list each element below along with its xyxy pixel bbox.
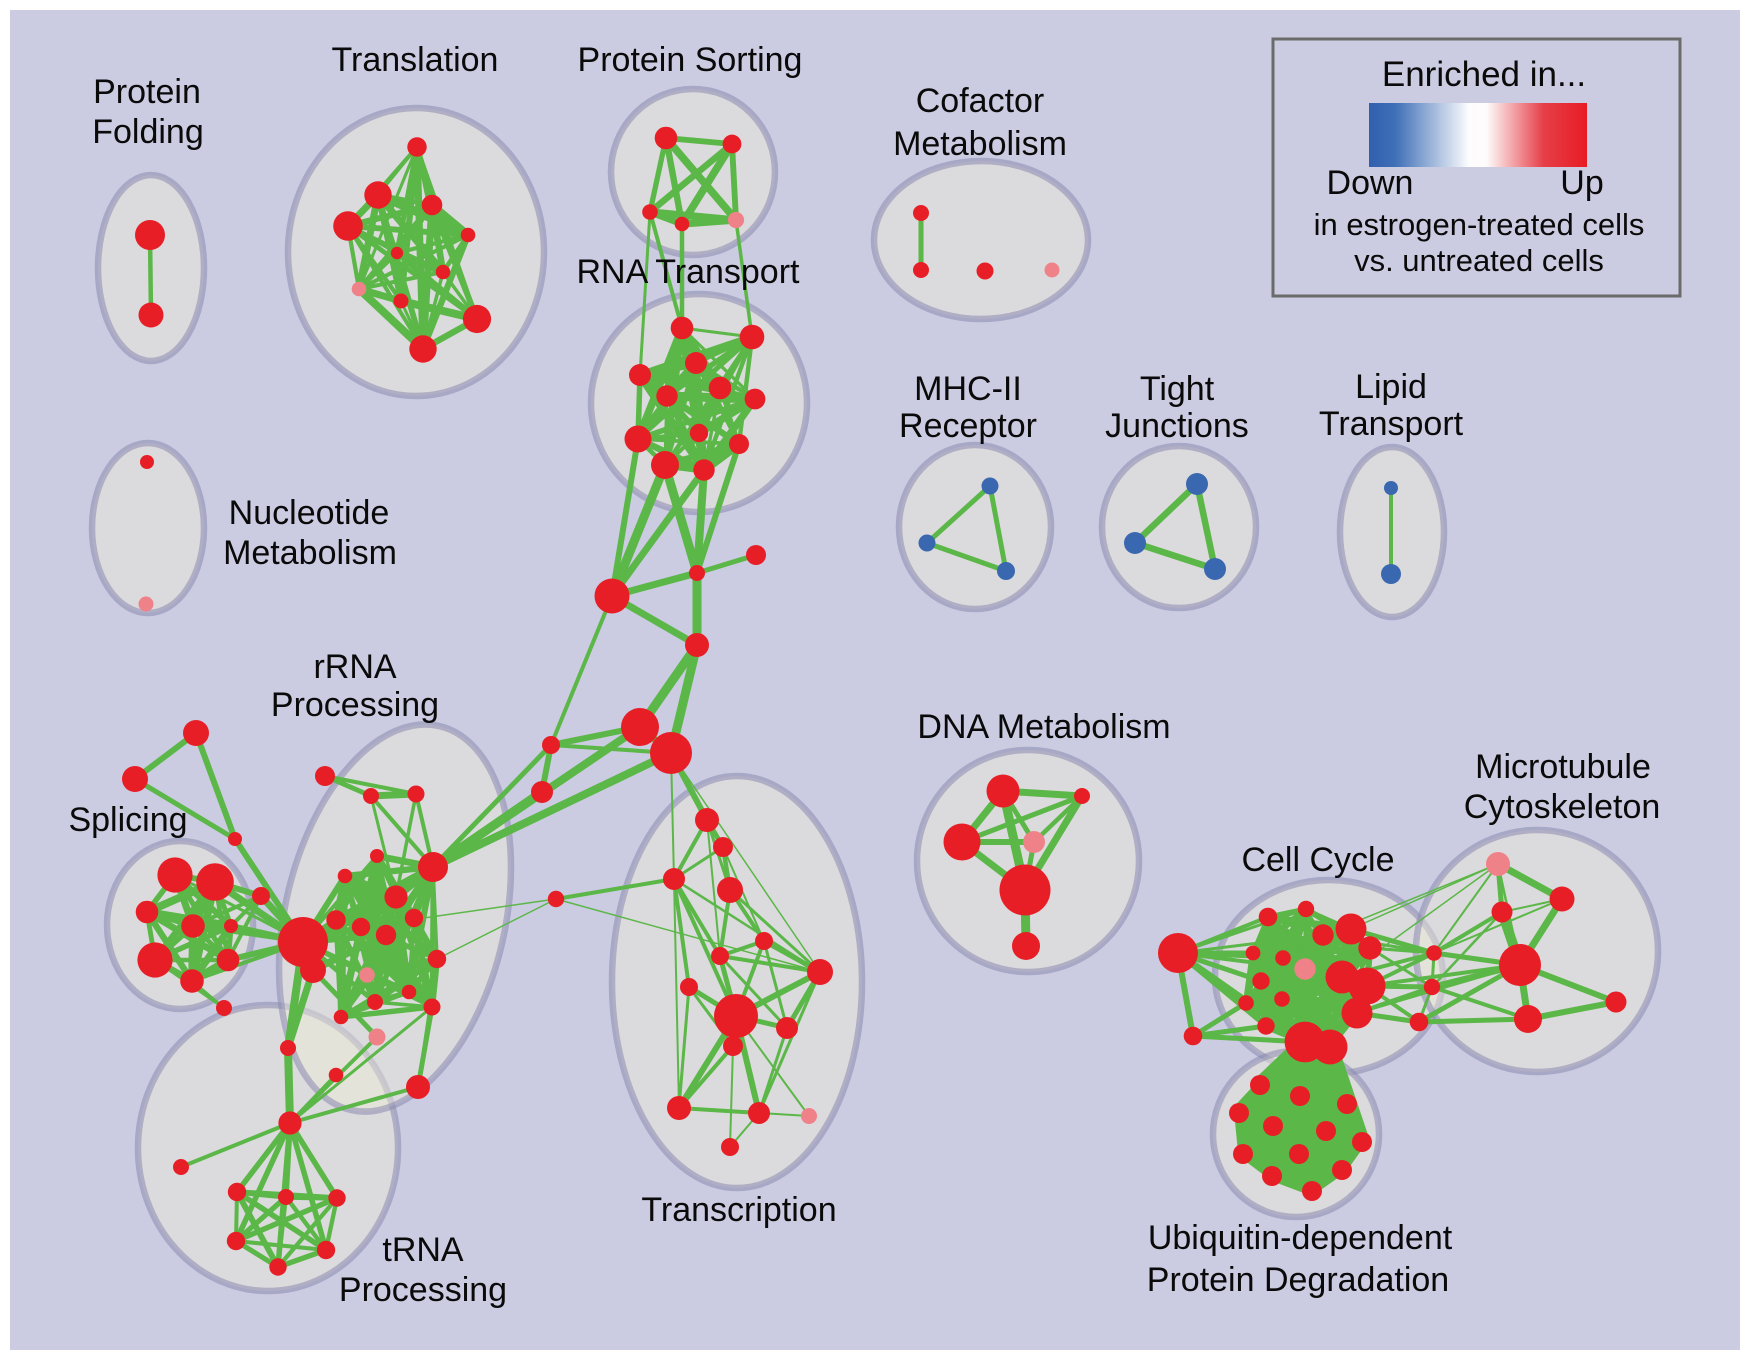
svg-text:vs. untreated cells: vs. untreated cells	[1354, 243, 1604, 278]
svg-text:Translation: Translation	[332, 41, 499, 79]
svg-text:Lipid: Lipid	[1355, 368, 1427, 406]
svg-text:Splicing: Splicing	[68, 801, 187, 839]
svg-text:RNA Transport: RNA Transport	[577, 253, 801, 291]
svg-text:Protein Degradation: Protein Degradation	[1147, 1261, 1449, 1299]
svg-text:Down: Down	[1327, 164, 1414, 202]
svg-text:Microtubule: Microtubule	[1475, 748, 1651, 786]
svg-text:in estrogen-treated cells: in estrogen-treated cells	[1314, 207, 1645, 242]
svg-text:Processing: Processing	[271, 686, 439, 724]
svg-text:Metabolism: Metabolism	[893, 125, 1067, 163]
svg-text:Cell Cycle: Cell Cycle	[1241, 841, 1394, 879]
svg-text:rRNA: rRNA	[313, 648, 396, 686]
svg-text:Transport: Transport	[1319, 405, 1464, 443]
svg-text:Protein: Protein	[93, 73, 201, 111]
svg-text:Transcription: Transcription	[641, 1191, 836, 1229]
svg-text:Tight: Tight	[1140, 370, 1215, 408]
svg-text:tRNA: tRNA	[382, 1231, 464, 1269]
svg-text:Protein Sorting: Protein Sorting	[578, 41, 803, 79]
svg-text:Cofactor: Cofactor	[916, 82, 1045, 120]
svg-text:Ubiquitin-dependent: Ubiquitin-dependent	[1148, 1219, 1453, 1257]
svg-text:Enriched in...: Enriched in...	[1382, 55, 1586, 94]
svg-text:Processing: Processing	[339, 1271, 507, 1309]
svg-text:Folding: Folding	[92, 113, 204, 151]
svg-text:Receptor: Receptor	[899, 407, 1037, 445]
svg-text:Cytoskeleton: Cytoskeleton	[1464, 788, 1661, 826]
svg-text:MHC-II: MHC-II	[914, 370, 1022, 408]
svg-text:DNA Metabolism: DNA Metabolism	[917, 708, 1170, 746]
svg-text:Junctions: Junctions	[1105, 407, 1249, 445]
svg-text:Metabolism: Metabolism	[223, 534, 397, 572]
svg-text:Up: Up	[1560, 164, 1603, 202]
svg-text:Nucleotide: Nucleotide	[229, 494, 390, 532]
